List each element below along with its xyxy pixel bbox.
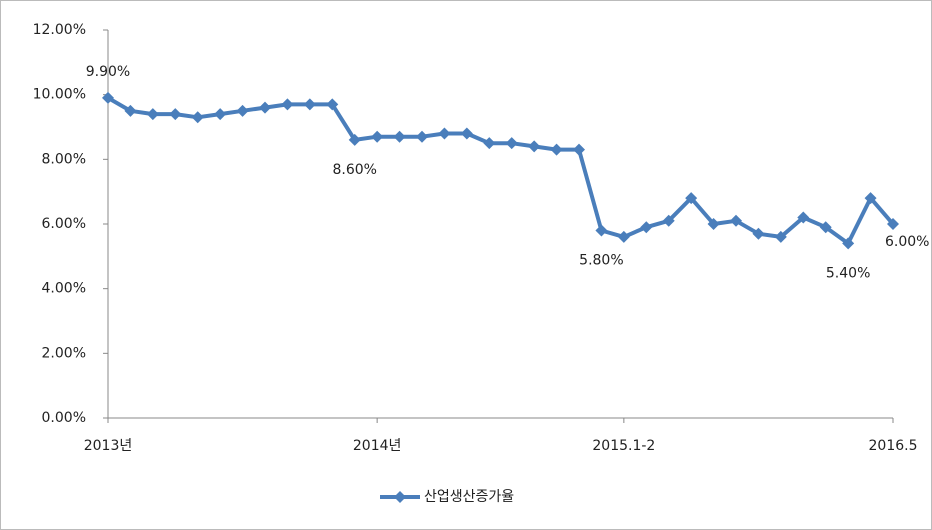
data-label: 9.90%	[86, 64, 130, 80]
data-point	[505, 137, 518, 150]
data-label: 5.80%	[579, 252, 623, 268]
data-point	[303, 98, 316, 111]
data-point	[528, 140, 541, 153]
y-tick-label: 8.00%	[42, 151, 86, 167]
data-point	[550, 143, 563, 156]
data-point	[124, 104, 137, 117]
data-point	[460, 127, 473, 140]
data-point	[348, 133, 361, 146]
y-tick-label: 0.00%	[42, 410, 86, 426]
data-label: 8.60%	[332, 162, 376, 178]
legend-marker	[394, 491, 406, 503]
data-point	[236, 104, 249, 117]
data-point	[102, 91, 114, 104]
data-point	[864, 192, 877, 205]
data-point	[730, 214, 742, 227]
data-point	[752, 227, 765, 240]
y-tick-label: 4.00%	[42, 281, 86, 297]
data-point	[146, 108, 159, 121]
data-point	[371, 130, 384, 143]
x-tick-label: 2015.1-2	[592, 438, 655, 454]
data-label: 6.00%	[885, 234, 929, 250]
y-tick-label: 2.00%	[42, 345, 86, 361]
data-point	[169, 108, 182, 121]
data-point	[842, 237, 855, 250]
data-point	[214, 108, 227, 121]
x-tick-label: 2014년	[353, 438, 402, 454]
x-tick-label: 2016.5	[869, 438, 918, 454]
data-point	[573, 143, 585, 156]
data-point	[887, 218, 899, 230]
data-point	[483, 137, 496, 150]
data-point	[707, 218, 720, 230]
data-point	[797, 211, 810, 224]
data-point	[416, 130, 428, 143]
legend-label: 산업생산증가율	[424, 489, 514, 505]
data-point	[259, 101, 271, 114]
data-label: 5.40%	[826, 265, 870, 281]
data-point	[685, 192, 698, 205]
data-point	[595, 224, 608, 237]
y-tick-label: 12.00%	[33, 22, 86, 38]
data-point	[662, 214, 675, 227]
data-point	[191, 111, 204, 124]
data-point	[326, 98, 339, 111]
data-point	[438, 127, 451, 140]
data-point	[774, 230, 787, 243]
data-point	[393, 130, 406, 143]
y-tick-label: 6.00%	[42, 216, 86, 232]
y-tick-label: 10.00%	[33, 87, 86, 103]
data-point	[281, 98, 294, 111]
x-tick-label: 2013년	[84, 438, 133, 454]
data-point	[819, 221, 832, 234]
data-point	[617, 230, 630, 243]
data-point	[640, 221, 653, 234]
